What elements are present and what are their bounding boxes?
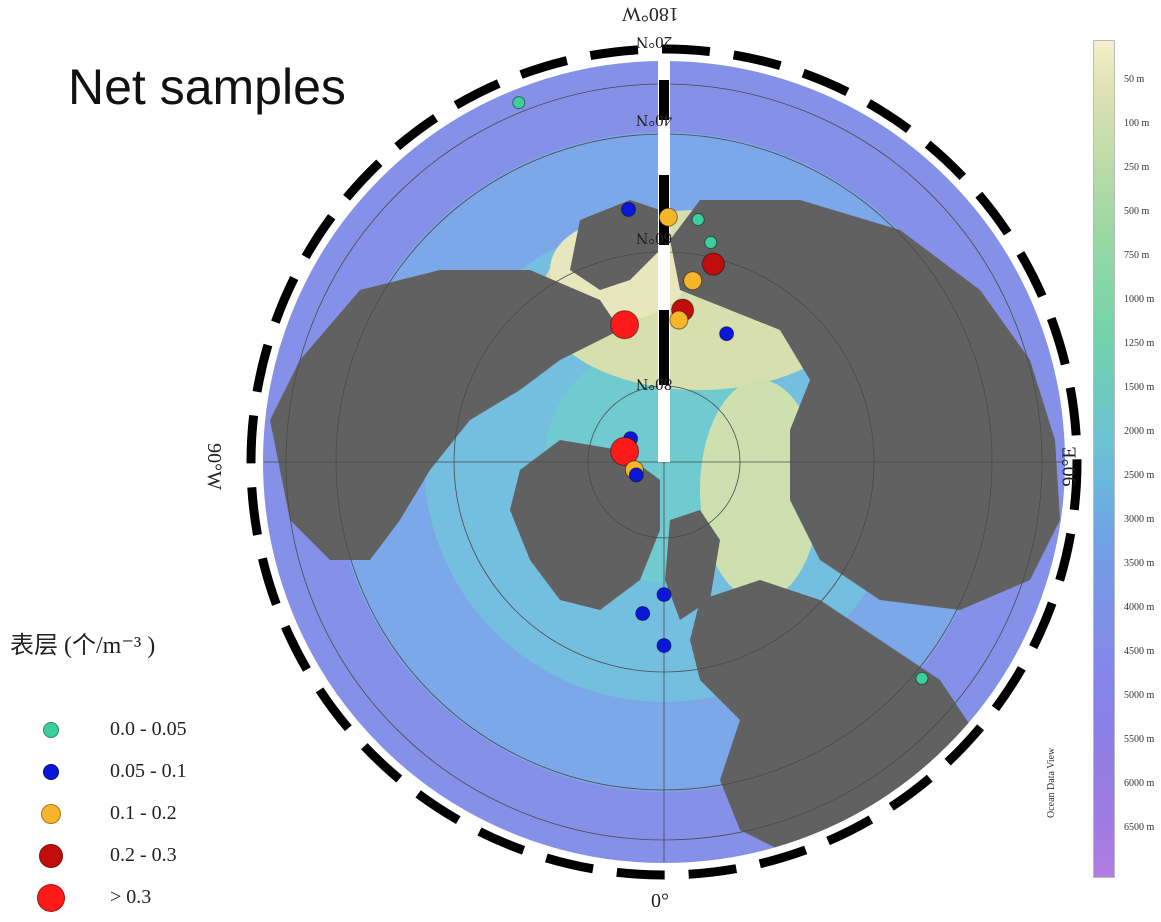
legend-label: 0.2 - 0.3 [110, 844, 177, 866]
colorbar-tick-label: 750 m [1124, 250, 1150, 261]
latitude-scale-tick-3 [659, 310, 669, 385]
land-alaska [570, 200, 660, 290]
label-lat-20: 20°N [636, 33, 673, 52]
legend-item: > 0.3 [10, 880, 270, 922]
depth-colorbar [1093, 40, 1115, 878]
legend: 表层 (个/m⁻³ ) 0.0 - 0.05 0.05 - 0.1 0.1 - … [10, 625, 270, 922]
sample-marker [512, 96, 526, 110]
colorbar-tick-label: 50 m [1124, 74, 1145, 85]
legend-swatch [41, 804, 61, 824]
label-lat-80: 80°N [636, 375, 673, 394]
colorbar-tick-label: 250 m [1124, 162, 1150, 173]
legend-item: 0.0 - 0.05 [10, 712, 270, 754]
colorbar-tick-label: 100 m [1124, 118, 1150, 129]
sample-marker [635, 606, 651, 621]
label-90w: 90°W [202, 443, 225, 490]
legend-swatch [43, 722, 59, 738]
legend-label: > 0.3 [110, 886, 152, 908]
legend-swatch [43, 764, 59, 780]
sample-marker [691, 213, 705, 227]
sample-marker [704, 236, 718, 249]
colorbar-tick-label: 4000 m [1124, 602, 1155, 613]
sample-marker [719, 326, 735, 342]
label-0: 0° [651, 890, 669, 912]
colorbar-credit: Ocean Data View [1046, 747, 1057, 818]
sample-marker [669, 310, 689, 330]
sample-marker [658, 207, 678, 227]
land-north-america [270, 270, 620, 560]
colorbar-tick-label: 2000 m [1124, 426, 1155, 437]
colorbar-tick-label: 4500 m [1124, 646, 1155, 657]
legend-item: 0.1 - 0.2 [10, 796, 270, 838]
legend-title: 表层 (个/m⁻³ ) [10, 633, 156, 659]
label-180w: 180°W [622, 3, 679, 25]
colorbar-tick-label: 1250 m [1124, 338, 1155, 349]
sample-marker [621, 202, 636, 217]
land-scandinavia [665, 510, 720, 620]
sample-marker [683, 271, 703, 291]
label-lat-40: 40°N [636, 111, 673, 130]
land-asia [670, 200, 1060, 610]
legend-item: 0.05 - 0.1 [10, 754, 270, 796]
colorbar-tick-label: 1000 m [1124, 294, 1155, 305]
sample-marker [915, 671, 929, 685]
sample-marker [656, 638, 672, 654]
map-title: Net samples [68, 59, 346, 115]
sample-marker [628, 467, 644, 483]
legend-label: 0.0 - 0.05 [110, 718, 187, 740]
latitude-scale-tick-1 [659, 80, 669, 120]
map-frame-white [255, 53, 1073, 871]
colorbar-tick-label: 500 m [1124, 206, 1150, 217]
legend-swatch [39, 844, 63, 868]
colorbar-tick-label: 5500 m [1124, 734, 1155, 745]
colorbar-tick-label: 6500 m [1124, 822, 1155, 833]
label-lat-60: 60°N [636, 229, 673, 248]
sample-marker [701, 252, 725, 276]
sample-marker [656, 587, 672, 603]
legend-swatch [37, 884, 65, 912]
sample-marker [610, 310, 640, 340]
colorbar-tick-label: 3000 m [1124, 514, 1155, 525]
land-greenland [510, 440, 660, 610]
colorbar-tick-label: 3500 m [1124, 558, 1155, 569]
colorbar-tick-label: 1500 m [1124, 382, 1155, 393]
legend-item: 0.2 - 0.3 [10, 838, 270, 880]
label-90e: 90°E [1058, 446, 1081, 487]
map-frame-dashed [246, 44, 1082, 880]
sample-marker [610, 436, 640, 466]
colorbar-tick-label: 6000 m [1124, 778, 1155, 789]
colorbar-tick-label: 5000 m [1124, 690, 1155, 701]
colorbar-tick-label: 2500 m [1124, 470, 1155, 481]
legend-label: 0.1 - 0.2 [110, 802, 177, 824]
legend-label: 0.05 - 0.1 [110, 760, 187, 782]
